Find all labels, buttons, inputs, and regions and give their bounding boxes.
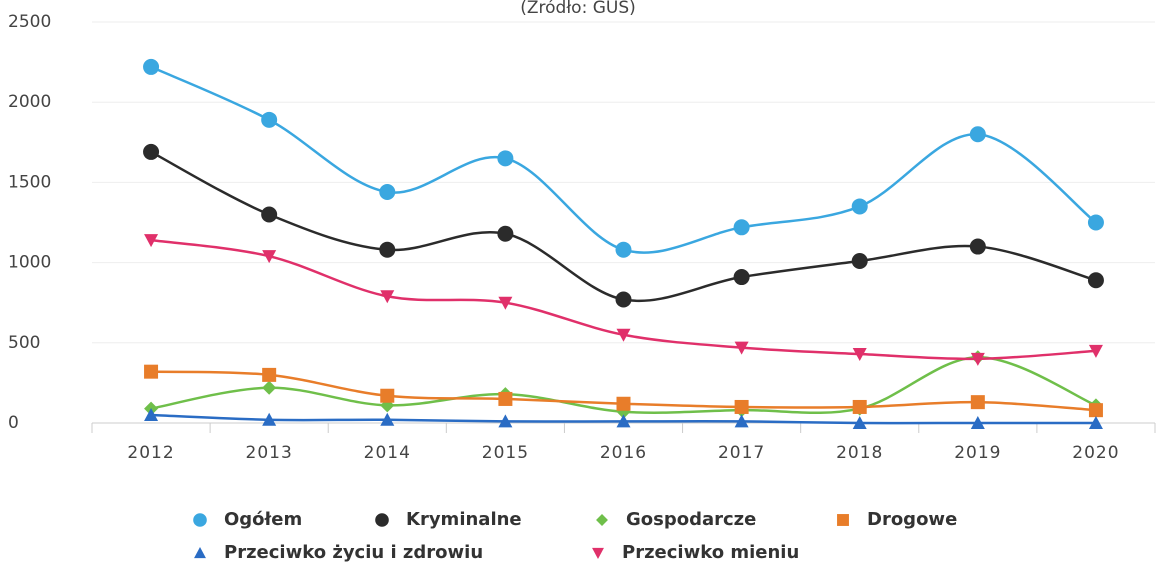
marker (1088, 344, 1103, 358)
legend-marker (592, 547, 604, 559)
x-tick-label: 2012 (127, 443, 174, 463)
marker (379, 184, 396, 201)
legend-marker (194, 547, 206, 559)
legend-label: Przeciwko mieniu (622, 542, 799, 563)
legend-marker (596, 514, 608, 526)
marker (615, 291, 632, 308)
marker (144, 407, 159, 421)
marker (734, 399, 749, 414)
y-tick-label: 2500 (8, 12, 51, 32)
x-tick-label: 2015 (482, 443, 529, 463)
marker (143, 58, 160, 75)
marker (970, 395, 985, 410)
marker (852, 348, 867, 362)
marker (970, 352, 985, 366)
marker (970, 416, 985, 429)
marker (1087, 214, 1104, 231)
marker (734, 341, 749, 355)
marker (733, 269, 750, 286)
marker (969, 126, 986, 143)
y-tick-label: 2000 (8, 92, 51, 112)
y-tick-label: 0 (8, 413, 19, 433)
legend-marker (193, 513, 207, 527)
marker (969, 238, 986, 255)
marker (262, 250, 277, 264)
series-line (150, 150, 1097, 303)
marker (498, 391, 513, 406)
y-tick-label: 1500 (8, 172, 51, 192)
marker (261, 111, 278, 128)
marker (1088, 416, 1103, 429)
legend-label: Ogółem (224, 509, 302, 530)
y-tick-label: 1000 (8, 253, 51, 273)
legend-label: Gospodarcze (626, 509, 756, 530)
marker (497, 150, 514, 167)
marker (262, 412, 277, 426)
chart-subtitle: (Źródło: GUS) (520, 0, 636, 18)
legend-label: Kryminalne (406, 509, 522, 530)
marker (497, 225, 514, 242)
marker (1087, 272, 1104, 289)
marker (261, 206, 278, 223)
marker (144, 234, 159, 248)
marker (852, 399, 867, 414)
marker (498, 296, 513, 310)
marker (851, 198, 868, 215)
marker (498, 414, 513, 428)
marker (143, 143, 160, 160)
marker (1088, 403, 1103, 418)
marker (616, 414, 631, 428)
x-tick-label: 2020 (1072, 443, 1119, 463)
legend-marker (837, 514, 849, 526)
x-tick-label: 2018 (836, 443, 883, 463)
x-tick-label: 2019 (954, 443, 1001, 463)
marker (734, 414, 749, 428)
y-tick-label: 500 (8, 333, 40, 353)
marker (380, 388, 395, 403)
legend-marker (375, 513, 389, 527)
marker (733, 219, 750, 236)
x-tick-label: 2014 (364, 443, 411, 463)
marker (615, 241, 632, 258)
marker (262, 367, 277, 382)
marker (616, 396, 631, 411)
marker (262, 380, 277, 395)
x-tick-label: 2017 (718, 443, 765, 463)
marker (852, 416, 867, 429)
marker (380, 290, 395, 304)
marker (851, 252, 868, 269)
x-tick-label: 2016 (600, 443, 647, 463)
marker (144, 364, 159, 379)
legend-label: Drogowe (867, 509, 957, 530)
marker (616, 328, 631, 342)
marker (379, 241, 396, 258)
marker (380, 412, 395, 426)
x-tick-label: 2013 (246, 443, 293, 463)
legend-label: Przeciwko życiu i zdrowiu (224, 542, 483, 563)
